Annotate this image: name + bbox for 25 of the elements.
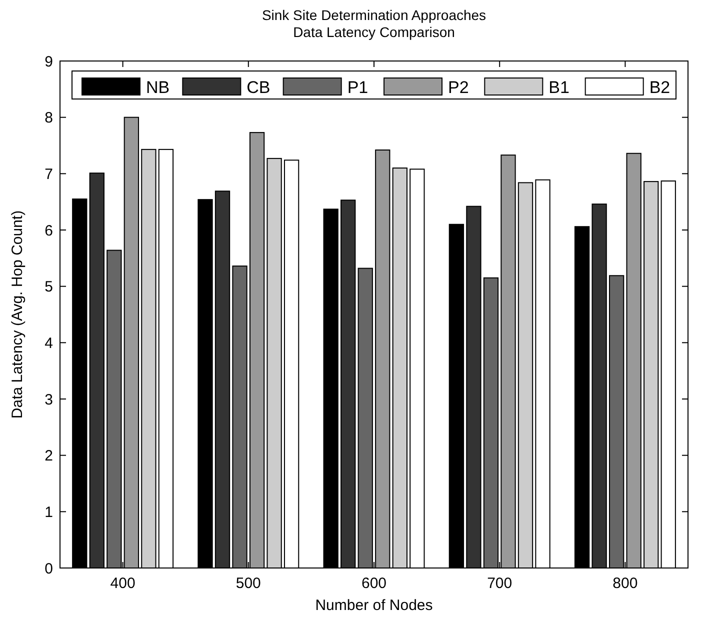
x-axis-title: Number of Nodes [315,597,433,614]
y-axis-title: Data Latency (Avg. Hop Count) [9,210,26,419]
y-tick-label: 4 [44,334,53,352]
x-tick-label: 500 [236,575,261,592]
chart-title: Sink Site Determination Approaches [262,7,486,23]
chart-subtitle: Data Latency Comparison [293,24,455,40]
y-tick-label: 8 [44,110,53,127]
legend-label: B1 [548,78,570,97]
x-tick-label: 600 [361,575,387,592]
y-tick-label: 0 [44,560,53,578]
y-tick-label: 2 [44,448,53,465]
x-tick-label: 700 [487,575,512,592]
y-tick-label: 3 [44,391,53,408]
y-tick-label: 1 [44,504,53,521]
y-tick-label: 5 [44,278,53,296]
y-tick-label: 9 [44,53,53,70]
legend-label: B2 [649,78,670,97]
x-tick-label: 400 [110,575,136,592]
legend-label: P1 [347,78,368,97]
legend-label: NB [146,78,170,97]
y-tick-label: 6 [44,222,53,240]
legend-label: CB [246,78,270,97]
legend-label: P2 [448,78,469,97]
x-tick-label: 800 [612,575,638,592]
y-tick-label: 7 [44,166,53,183]
